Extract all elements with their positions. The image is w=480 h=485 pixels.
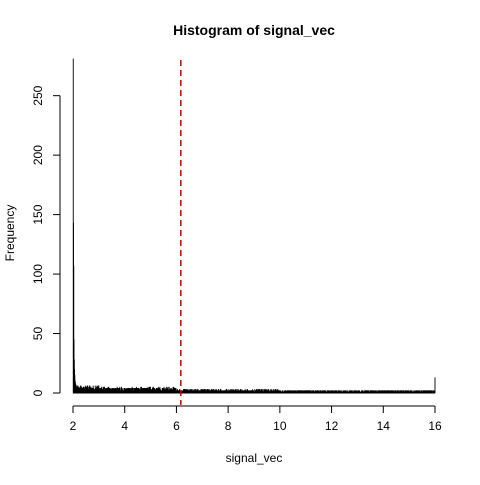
x-tick-label: 2: [70, 419, 77, 433]
x-tick-label: 10: [273, 419, 287, 433]
y-tick-label: 200: [31, 145, 45, 165]
y-axis-label: Frequency: [3, 205, 17, 262]
histogram-bars: [73, 59, 435, 393]
x-tick-label: 12: [325, 419, 339, 433]
histogram-bar: [435, 378, 436, 393]
y-tick-label: 250: [31, 85, 45, 105]
x-tick-label: 14: [377, 419, 391, 433]
y-tick-label: 100: [31, 264, 45, 284]
y-tick-label: 50: [31, 327, 45, 341]
axes: 2 4 6 8 10 12 14 16 0 50 100 150 200 250: [31, 85, 442, 433]
chart-title: Histogram of signal_vec: [173, 22, 335, 38]
x-tick-label: 4: [121, 419, 128, 433]
y-tick-label: 0: [31, 389, 45, 396]
x-tick-label: 16: [428, 419, 442, 433]
x-tick-label: 8: [225, 419, 232, 433]
y-tick-label: 150: [31, 204, 45, 224]
x-axis-label: signal_vec: [226, 451, 283, 465]
x-tick-label: 6: [173, 419, 180, 433]
